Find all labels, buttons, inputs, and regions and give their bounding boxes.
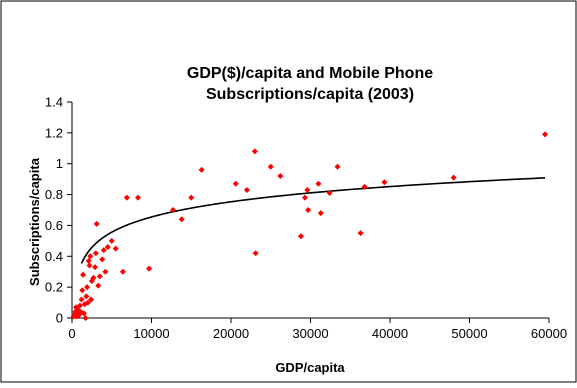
data-point	[542, 131, 549, 138]
chart-title-line-2: Subscriptions/capita (2003)	[206, 86, 414, 103]
data-point	[80, 271, 87, 278]
data-point	[100, 247, 107, 254]
data-point	[123, 194, 130, 201]
y-axis-title: Subscriptions/capita	[27, 157, 42, 286]
data-point	[267, 163, 274, 170]
data-point	[305, 207, 312, 213]
data-point	[87, 253, 94, 260]
data-point	[315, 180, 322, 187]
y-tick-label: 1.4	[45, 95, 63, 110]
data-point	[95, 282, 102, 289]
data-point	[243, 186, 250, 193]
data-point	[251, 148, 258, 155]
data-point	[134, 194, 141, 201]
data-point	[76, 302, 83, 309]
data-point	[82, 315, 89, 321]
data-point	[83, 293, 90, 300]
data-point	[99, 256, 106, 263]
y-tick-label: 0.6	[45, 218, 63, 233]
data-point	[88, 296, 95, 303]
y-tick-label: 0.2	[45, 280, 63, 295]
data-point	[85, 257, 92, 264]
data-point	[96, 273, 103, 280]
data-point	[104, 244, 111, 251]
x-tick-label: 30000	[292, 326, 328, 341]
x-tick-label: 20000	[213, 326, 249, 341]
data-point	[92, 250, 99, 257]
data-point	[84, 284, 91, 291]
data-point	[146, 265, 153, 272]
data-point	[317, 210, 324, 217]
x-axis-title: GDP/capita	[275, 360, 345, 375]
data-point	[188, 194, 195, 201]
y-tick-label: 1.2	[45, 125, 63, 140]
data-point	[357, 230, 364, 237]
data-point	[334, 163, 341, 170]
data-point	[277, 173, 284, 180]
data-point	[93, 220, 100, 227]
data-point	[112, 245, 119, 252]
data-point	[198, 166, 205, 173]
log-trendline	[80, 177, 546, 264]
data-point	[119, 268, 126, 275]
data-point	[301, 194, 308, 201]
x-axis-ticks: 0 10000 20000 30000 40000 50000 60000	[68, 318, 567, 341]
data-point	[326, 190, 333, 197]
data-point	[361, 183, 368, 190]
x-tick-label: 60000	[531, 326, 567, 341]
data-point	[86, 262, 93, 269]
y-tick-label: 0.4	[45, 249, 63, 264]
data-point	[232, 180, 239, 187]
data-point	[304, 186, 311, 193]
data-points-layer	[70, 131, 549, 321]
data-point	[252, 250, 259, 257]
data-point	[297, 233, 304, 240]
y-tick-label: 0	[56, 311, 63, 326]
data-point	[381, 179, 388, 186]
data-point	[178, 216, 185, 223]
y-tick-label: 0.8	[45, 187, 63, 202]
data-point	[102, 268, 109, 275]
data-point	[84, 299, 91, 306]
x-tick-label: 40000	[372, 326, 408, 341]
data-point	[92, 264, 99, 271]
data-point	[79, 287, 86, 294]
x-tick-label: 50000	[451, 326, 487, 341]
trendline-layer	[80, 177, 546, 264]
y-axis-ticks: 0 0.2 0.4 0.6 0.8 1 1.2 1.4	[45, 95, 72, 326]
data-point	[108, 237, 115, 244]
data-point	[169, 207, 176, 213]
x-tick-label: 10000	[133, 326, 169, 341]
data-point	[90, 274, 97, 281]
y-tick-label: 1	[56, 156, 63, 171]
data-point	[78, 296, 85, 303]
x-tick-label: 0	[68, 326, 75, 341]
chart-title-line-1: GDP($)/capita and Mobile Phone	[187, 65, 433, 82]
data-point	[450, 174, 457, 181]
data-point	[80, 310, 87, 317]
